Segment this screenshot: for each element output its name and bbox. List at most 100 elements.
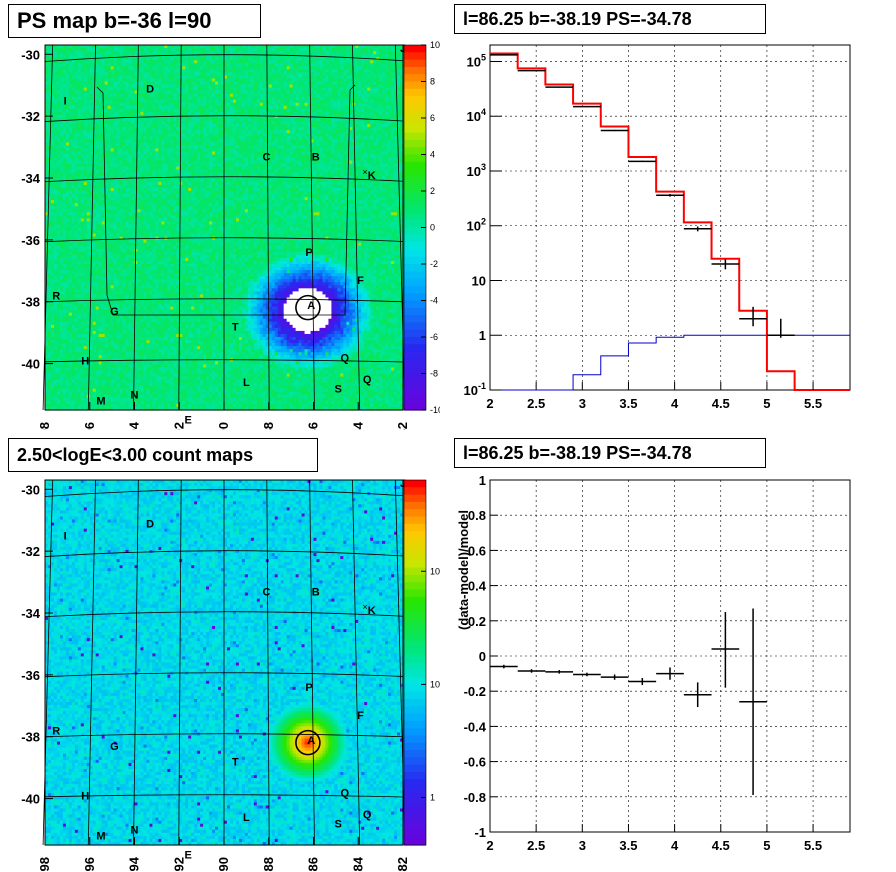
residual-point (545, 670, 574, 674)
residual-point (573, 672, 601, 677)
x-tick-label: 2.5 (527, 396, 545, 411)
y-tick-label: -32 (21, 544, 40, 559)
residual-point (490, 664, 518, 669)
y-tick-label: -38 (21, 295, 40, 310)
count-map-panel: A B C D E F G H I J K L M N P Q Q R S T × 98 96 94 92 90 88 86 84 82 -… (21, 478, 440, 871)
point-label-s: S (334, 818, 341, 830)
x-tick-label: 90 (216, 857, 231, 871)
point-label-n: N (131, 825, 139, 837)
data-point (517, 69, 546, 72)
point-label-e: E (185, 849, 192, 861)
point-label-j: J (400, 43, 406, 55)
x-tick-label: 84 (350, 421, 365, 430)
colorbar-label: -6 (430, 332, 438, 342)
x-tick-label: 88 (261, 422, 276, 430)
tl-title: PS map b=-36 l=90 (8, 4, 261, 38)
x-tick-label: 3.5 (619, 838, 637, 853)
residual-point (628, 678, 657, 686)
colorbar-label: 6 (430, 113, 435, 123)
data-point (766, 318, 795, 338)
y-tick-label: -36 (21, 668, 40, 683)
point-label-j: J (400, 478, 406, 490)
colorbar-label: -10 (430, 405, 440, 415)
y-tick-label: -0.8 (464, 790, 486, 805)
y-tick-label: -0.2 (464, 684, 486, 699)
x-tick-label: 86 (306, 857, 321, 871)
x-tick-label: 82 (395, 422, 410, 430)
map-pixels (45, 480, 404, 846)
x-tick-label: 94 (127, 856, 142, 871)
residual-point (600, 674, 629, 680)
point-label-k: K (368, 170, 376, 182)
point-label-a: A (307, 735, 315, 747)
point-label-l: L (243, 812, 250, 824)
colorbar-label: 10 (430, 40, 440, 50)
y-tick-label: 0 (479, 649, 486, 664)
roi-outline (96, 84, 356, 316)
data-point (628, 160, 657, 163)
point-label-a: A (307, 300, 315, 312)
y-tick-label: -30 (21, 47, 40, 62)
source-circle (295, 729, 321, 756)
colorbar-label: 0 (430, 223, 435, 233)
x-tick-label: 92 (171, 857, 186, 871)
data-point (739, 306, 767, 327)
y-tick-label: 10 (472, 273, 486, 288)
x-tick-label: 88 (261, 857, 276, 871)
point-label-e: E (185, 414, 192, 426)
point-label-t: T (232, 321, 239, 333)
x-tick-label: 90 (216, 422, 231, 430)
colorbar-label: -4 (430, 296, 438, 306)
plot-frame (489, 44, 851, 391)
x-tick-label: 3.5 (619, 396, 637, 411)
y-tick-label: 0.4 (468, 579, 487, 594)
point-label-c: C (263, 586, 271, 598)
point-label-q: Q (341, 352, 350, 364)
point-label-k: K (368, 605, 376, 617)
graticule (42, 44, 406, 411)
point-label-g: G (110, 306, 119, 318)
map-pixels (45, 45, 404, 411)
point-label-h: H (81, 356, 89, 368)
colorbar-label: -2 (430, 259, 438, 269)
point-label-i: I (64, 531, 67, 543)
point-label-q: Q (363, 374, 372, 386)
y-tick-label: -40 (21, 357, 40, 372)
x-tick-label: 5 (763, 396, 770, 411)
x-tick-label: 2 (486, 838, 493, 853)
x-tick-label: 5 (763, 838, 770, 853)
residual-panel: 2 2.5 3 3.5 4 4.5 5 5.5 -1 -0.8 -0.6 -0.4 -0.2 0 0.2 0.… (456, 475, 851, 853)
point-label-m: M (96, 831, 105, 843)
x-tick-label: 4 (671, 838, 679, 853)
data-point (600, 129, 629, 132)
y-tick-label: 10-1 (464, 381, 486, 398)
point-label-r: R (52, 291, 60, 303)
y-tick-label: -1 (474, 825, 486, 840)
point-label-n: N (131, 390, 139, 402)
y-tick-label: 0.6 (468, 543, 486, 558)
y-tick-label: 1 (479, 328, 486, 343)
point-label-h: H (81, 791, 89, 803)
colorbar-label: 102 (430, 560, 440, 576)
y-tick-label: 105 (467, 52, 486, 69)
y-tick-label: -38 (21, 730, 40, 745)
x-tick-label: 4 (671, 396, 679, 411)
grid (489, 45, 850, 390)
y-tick-label: -30 (21, 482, 40, 497)
y-tick-label: -34 (21, 606, 41, 621)
colorbar-label: 10 (430, 679, 440, 689)
grid (489, 479, 850, 833)
y-tick-label: 103 (467, 162, 486, 179)
cross-marker: × (362, 602, 367, 612)
y-axis-label: (data-model)/model (456, 510, 471, 630)
source-circle (295, 294, 321, 321)
data-point (573, 105, 601, 108)
x-tick-label: 98 (37, 857, 52, 871)
cross-marker: × (362, 167, 367, 177)
y-tick-label: -0.4 (464, 719, 487, 734)
data-point (545, 86, 574, 88)
point-label-p: P (305, 247, 312, 259)
x-tick-label: 96 (82, 422, 97, 430)
x-tick-label: 2.5 (527, 838, 545, 853)
y-tick-label: -36 (21, 233, 40, 248)
